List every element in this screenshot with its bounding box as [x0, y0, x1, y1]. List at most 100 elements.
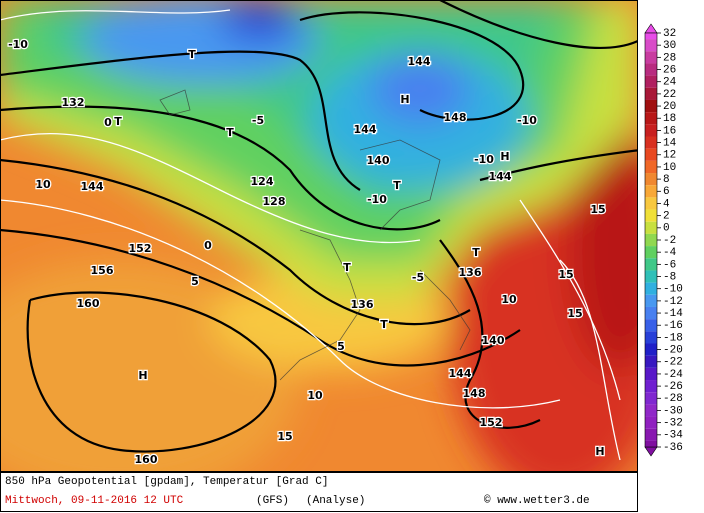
map-label: 152: [480, 416, 503, 429]
map-label: 136: [351, 298, 374, 311]
colorbar-label: 18: [663, 113, 676, 125]
colorbar-label: -14: [663, 308, 683, 320]
colorbar-cell: [645, 258, 657, 271]
colorbar-label: 10: [663, 162, 676, 174]
colorbar-cell: [645, 355, 657, 368]
map-label: 144: [408, 55, 431, 68]
map-label: T: [380, 318, 388, 331]
colorbar-cell: [645, 404, 657, 417]
map-label: -10: [367, 193, 387, 206]
colorbar-cell: [645, 39, 657, 52]
colorbar-label: -16: [663, 320, 683, 332]
map-label: 0: [104, 116, 112, 129]
colorbar-label: -20: [663, 344, 683, 356]
colorbar-label: -26: [663, 381, 683, 393]
colorbar-label: -22: [663, 357, 683, 369]
colorbar-label: -2: [663, 235, 676, 247]
footer-run: (Analyse): [306, 495, 365, 507]
colorbar-label: 22: [663, 89, 676, 101]
colorbar-label: -4: [663, 247, 677, 259]
map-label: 15: [558, 268, 573, 281]
map-label: 160: [77, 297, 100, 310]
map-label: 144: [489, 170, 512, 183]
colorbar-label: -30: [663, 405, 683, 417]
colorbar-frame: [644, 32, 658, 448]
colorbar-cell: [645, 331, 657, 344]
colorbar-label: 8: [663, 174, 670, 186]
map: [0, 0, 638, 472]
colorbar-cell: [645, 221, 657, 234]
map-label: H: [138, 369, 147, 382]
map-label: T: [188, 48, 196, 61]
colorbar-label: -6: [663, 259, 676, 271]
map-label: 144: [81, 180, 104, 193]
map-label: 140: [482, 334, 505, 347]
colorbar-cell: [645, 319, 657, 332]
footer-model: (GFS): [256, 495, 289, 507]
map-label: 124: [251, 175, 274, 188]
colorbar-cell: [645, 197, 657, 210]
colorbar-label: 30: [663, 40, 676, 52]
footer-credit: © www.wetter3.de: [484, 495, 590, 507]
map-label: 5: [191, 275, 199, 288]
colorbar-cell: [645, 136, 657, 149]
colorbar-label: 20: [663, 101, 676, 113]
colorbar-label: 32: [663, 28, 676, 40]
map-label: 144: [354, 123, 377, 136]
colorbar-cell: [645, 160, 657, 174]
colorbar-label: 14: [663, 137, 677, 149]
colorbar-label: -10: [663, 284, 683, 296]
colorbar-label: -28: [663, 393, 683, 405]
colorbar-cell: [645, 99, 657, 113]
colorbar-cell: [645, 392, 657, 405]
map-label: 140: [367, 154, 390, 167]
map-label: 10: [307, 389, 323, 402]
colorbar-cell: [645, 440, 657, 447]
map-label: T: [472, 246, 480, 259]
colorbar-label: 6: [663, 186, 670, 198]
map-label: 152: [129, 242, 152, 255]
footer-title: 850 hPa Geopotential [gpdam], Temperatur…: [5, 476, 328, 488]
colorbar-cell: [645, 294, 657, 307]
colorbar: 32302826242220181614121086420-2-4-6-8-10…: [644, 28, 683, 454]
colorbar-label: -24: [663, 369, 683, 381]
map-label: 15: [567, 307, 582, 320]
map-label: -5: [412, 271, 424, 284]
colorbar-label: -36: [663, 442, 683, 454]
map-label: 10: [35, 178, 51, 191]
footer-date: Mittwoch, 09-11-2016 12 UTC: [5, 495, 184, 507]
colorbar-cell: [645, 343, 657, 356]
colorbar-cell: [645, 148, 657, 161]
map-label: 0: [204, 239, 212, 252]
map-label: T: [393, 179, 401, 192]
map-label: 15: [277, 430, 292, 443]
colorbar-label: 24: [663, 77, 677, 89]
colorbar-cell: [645, 124, 657, 137]
map-label: H: [400, 93, 409, 106]
map-label: 148: [463, 387, 486, 400]
colorbar-cell: [645, 185, 657, 198]
colorbar-cell: [645, 380, 657, 393]
map-label: 144: [449, 367, 472, 380]
colorbar-cell: [645, 282, 657, 295]
map-label: H: [595, 445, 604, 458]
colorbar-cell: [645, 428, 657, 441]
colorbar-cell: [645, 209, 657, 222]
colorbar-cell: [645, 63, 657, 76]
colorbar-label: -12: [663, 296, 683, 308]
map-label: 128: [263, 195, 286, 208]
map-frame: [0, 0, 638, 472]
map-labels: H H H H T T T T T T T 144 144 144 144 144 136 140 148 152 15…: [7, 37, 607, 468]
map-label: 160: [135, 453, 158, 466]
colorbar-label: -8: [663, 271, 676, 283]
colorbar-cell: [645, 33, 657, 40]
colorbar-cell: [645, 112, 657, 125]
colorbar-label: 0: [663, 223, 670, 235]
colorbar-cell: [645, 367, 657, 381]
colorbar-cell: [645, 75, 657, 88]
colorbar-cell: [645, 51, 657, 64]
colorbar-cell: [645, 416, 657, 429]
map-label: 132: [62, 96, 85, 109]
colorbar-label: 2: [663, 211, 670, 223]
